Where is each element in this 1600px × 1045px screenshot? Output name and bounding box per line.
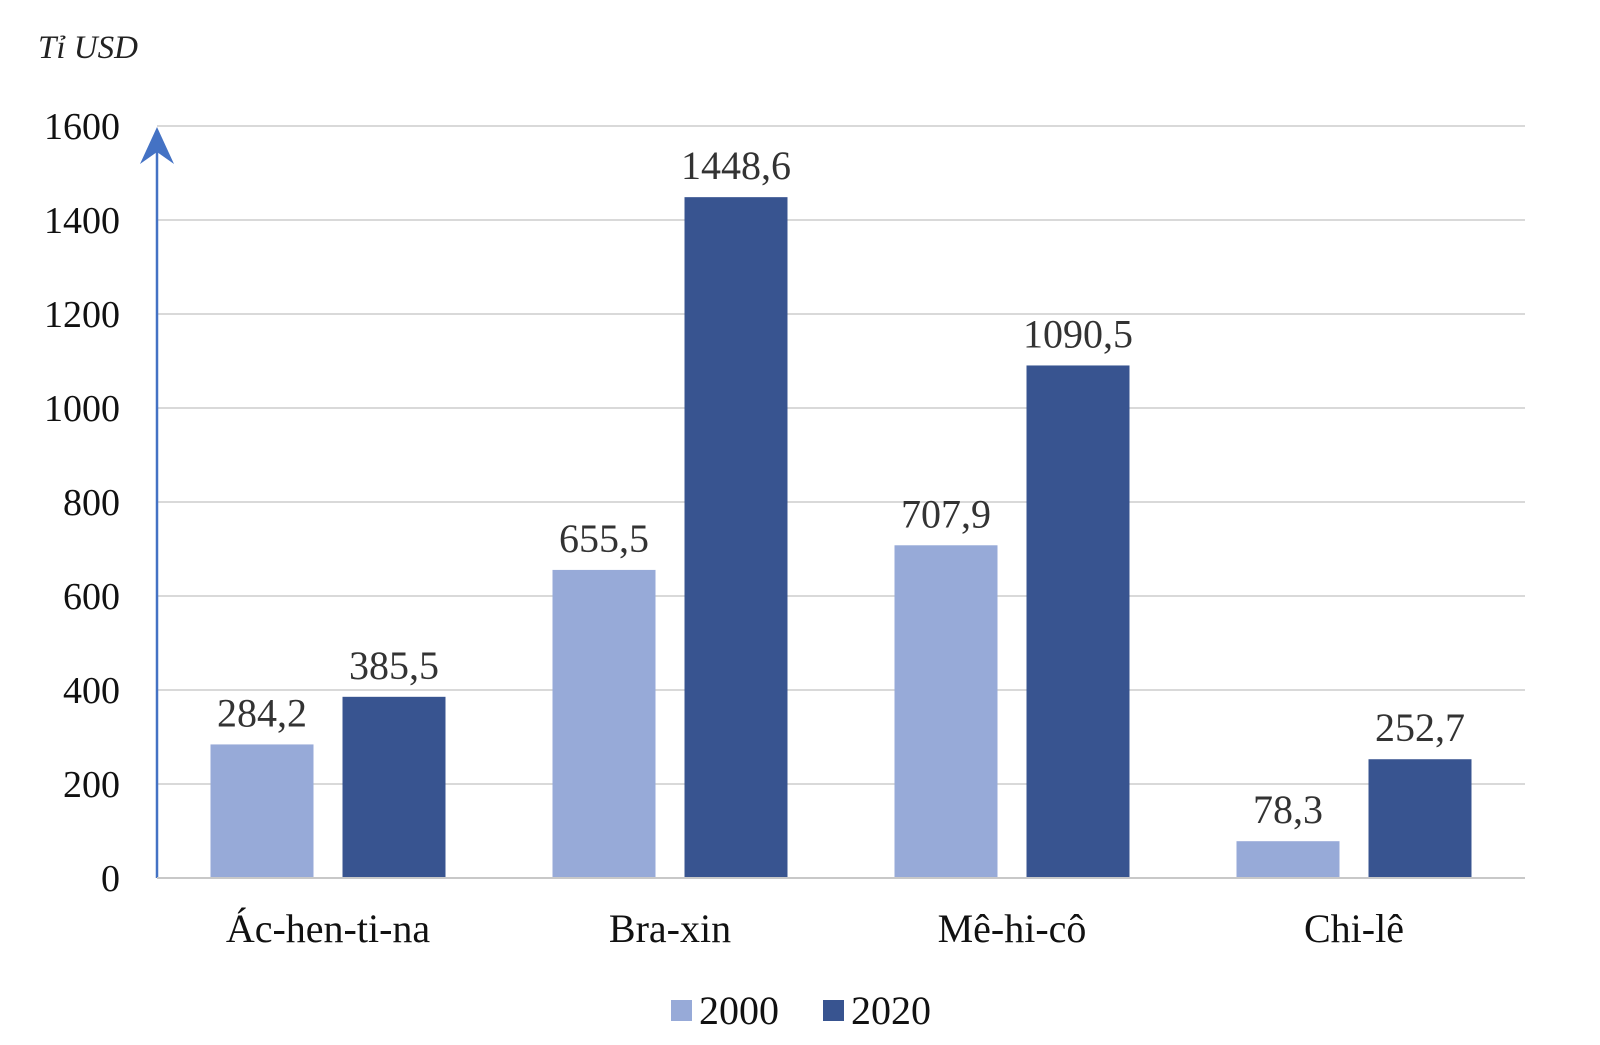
bar-2020 [1026,365,1130,879]
bar-2000 [210,744,314,878]
data-label: 655,5 [559,516,649,561]
bar-2020 [1368,759,1472,878]
x-category-label: Mê-hi-cô [938,906,1087,951]
x-category-label: Bra-xin [609,906,731,951]
y-unit-label: Tỉ USD [38,30,138,66]
bars [210,197,1472,879]
y-tick-label: 600 [63,576,120,618]
y-tick-label: 1200 [44,294,120,336]
bar-2000 [1236,841,1340,878]
y-tick-label: 1600 [44,106,120,148]
bar-2020 [342,696,446,878]
data-label: 385,5 [349,643,439,688]
data-label: 1448,6 [681,143,791,188]
y-axis: 0 200 400 600 800 1000 1200 1400 1600 [44,106,174,900]
data-label: 78,3 [1253,787,1323,832]
y-tick-label: 400 [63,670,120,712]
x-category-label: Ác-hen-ti-na [226,906,431,951]
data-label: 707,9 [901,491,991,536]
legend-swatch-2020 [823,1000,844,1021]
y-axis-arrow-icon [140,127,174,164]
y-tick-label: 1000 [44,388,120,430]
bar-2000 [552,569,656,878]
x-category-label: Chi-lê [1304,906,1404,951]
legend-swatch-2000 [671,1000,692,1021]
y-tick-label: 0 [101,858,120,900]
legend: 2000 2020 [671,988,931,1033]
data-labels: 284,2 385,5 655,5 1448,6 707,9 1090,5 78,3 252,… [217,143,1465,832]
legend-label: 2000 [699,988,779,1033]
legend-label: 2020 [851,988,931,1033]
data-label: 284,2 [217,690,307,735]
bar-2020 [684,197,788,878]
x-axis: Ác-hen-ti-na Bra-xin Mê-hi-cô Chi-lê [157,877,1525,951]
gridlines [157,125,1525,785]
y-tick-label: 800 [63,482,120,524]
bar-2000 [894,545,998,878]
y-tick-label: 1400 [44,200,120,242]
data-label: 1090,5 [1023,311,1133,356]
y-tick-label: 200 [63,764,120,806]
data-label: 252,7 [1375,705,1465,750]
